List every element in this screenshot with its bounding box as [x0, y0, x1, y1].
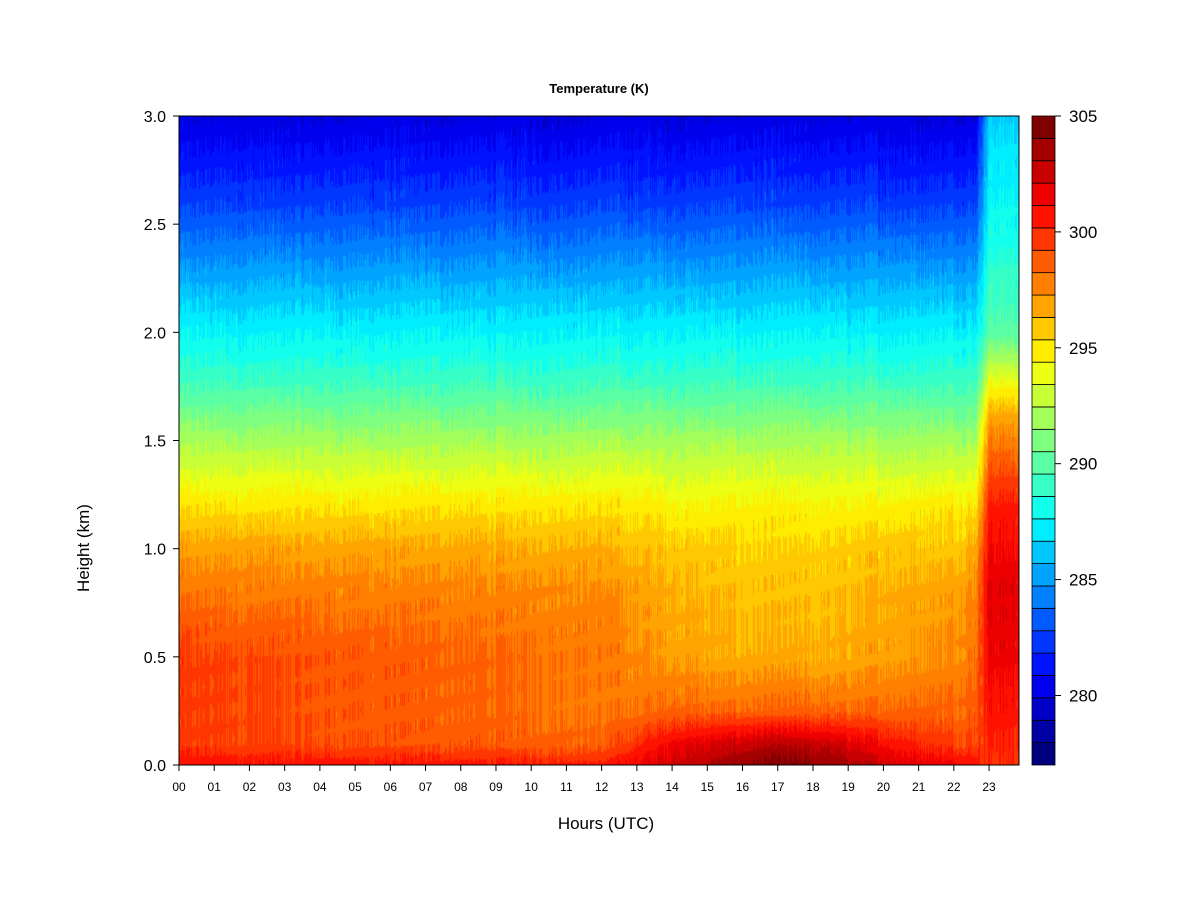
- x-tick-label: 19: [842, 780, 856, 794]
- colorbar-level: [1031, 317, 1056, 341]
- x-tick-label: 23: [982, 780, 996, 794]
- colorbar-level: [1031, 384, 1056, 408]
- colorbar: [1031, 115, 1056, 766]
- colorbar-level: [1031, 160, 1056, 184]
- x-tick-label: 04: [313, 780, 327, 794]
- colorbar-level: [1031, 563, 1056, 587]
- y-tick-label: 0.5: [144, 650, 166, 667]
- x-tick-label: 17: [771, 780, 785, 794]
- y-tick-label: 2.0: [144, 325, 166, 342]
- x-tick-label: 11: [560, 780, 573, 794]
- colorbar-level: [1031, 294, 1056, 318]
- y-tick-label: 2.5: [144, 217, 166, 234]
- x-axis-label: Hours (UTC): [558, 814, 654, 833]
- colorbar-level: [1031, 182, 1056, 206]
- x-tick-label: 10: [525, 780, 539, 794]
- y-tick-label: 0.0: [144, 758, 166, 775]
- colorbar-level: [1031, 518, 1056, 542]
- colorbar-level: [1031, 339, 1056, 363]
- x-tick-label: 02: [243, 780, 257, 794]
- x-tick-label: 03: [278, 780, 292, 794]
- x-tick-label: 13: [630, 780, 644, 794]
- colorbar-level: [1031, 473, 1056, 497]
- colorbar-level: [1031, 719, 1056, 744]
- x-tick-label: 01: [208, 780, 222, 794]
- colorbar-tick-label: 280: [1069, 686, 1097, 705]
- colorbar-level: [1031, 361, 1056, 385]
- colorbar-tick-label: 285: [1069, 571, 1097, 590]
- colorbar-level: [1031, 428, 1056, 453]
- chart-title: Temperature (K): [549, 81, 648, 96]
- colorbar-level: [1031, 652, 1056, 676]
- colorbar-tick-label: 295: [1069, 339, 1097, 358]
- x-tick-label: 08: [454, 780, 468, 794]
- colorbar-ticks: 280 285 290 295 300 305: [1055, 107, 1097, 705]
- x-tick-label: 18: [806, 780, 820, 794]
- colorbar-level: [1031, 742, 1056, 766]
- x-axis: 00 01 02 03 04 05 06 07 08 09 10 11 12 13 14 15 16 17 18 19…: [172, 765, 996, 794]
- x-tick-label: 14: [665, 780, 679, 794]
- x-tick-label: 22: [947, 780, 961, 794]
- x-tick-label: 12: [595, 780, 609, 794]
- plot-frame: [178, 115, 1020, 766]
- colorbar-level: [1031, 227, 1056, 251]
- colorbar-level: [1031, 406, 1056, 430]
- colorbar-level: [1031, 585, 1056, 609]
- y-tick-label: 1.0: [144, 542, 166, 559]
- x-tick-label: 21: [912, 780, 926, 794]
- y-tick-label: 1.5: [144, 434, 166, 451]
- x-tick-label: 05: [348, 780, 362, 794]
- x-tick-label: 20: [877, 780, 891, 794]
- colorbar-level: [1031, 451, 1056, 475]
- colorbar-level: [1031, 607, 1056, 632]
- colorbar-tick-label: 305: [1069, 107, 1097, 126]
- colorbar-level: [1031, 272, 1056, 296]
- y-axis-label: Height (km): [74, 504, 93, 592]
- x-tick-label: 07: [419, 780, 433, 794]
- x-tick-label: 15: [701, 780, 715, 794]
- colorbar-level: [1031, 675, 1056, 699]
- y-tick-label: 3.0: [144, 109, 166, 126]
- colorbar-level: [1031, 249, 1056, 274]
- colorbar-level: [1031, 630, 1056, 654]
- colorbar-tick-label: 300: [1069, 223, 1097, 242]
- colorbar-level: [1031, 205, 1056, 229]
- x-tick-label: 09: [489, 780, 503, 794]
- colorbar-level: [1031, 697, 1056, 721]
- temperature-heatmap: [179, 116, 1019, 765]
- colorbar-level: [1031, 115, 1056, 139]
- colorbar-level: [1031, 496, 1056, 520]
- colorbar-tick-label: 290: [1069, 455, 1097, 474]
- colorbar-level: [1031, 540, 1056, 564]
- colorbar-level: [1031, 137, 1056, 162]
- y-axis: 0.0 0.5 1.0 1.5 2.0 2.5 3.0: [144, 109, 179, 775]
- x-tick-label: 06: [384, 780, 398, 794]
- x-tick-label: 16: [736, 780, 750, 794]
- x-tick-label: 00: [172, 780, 186, 794]
